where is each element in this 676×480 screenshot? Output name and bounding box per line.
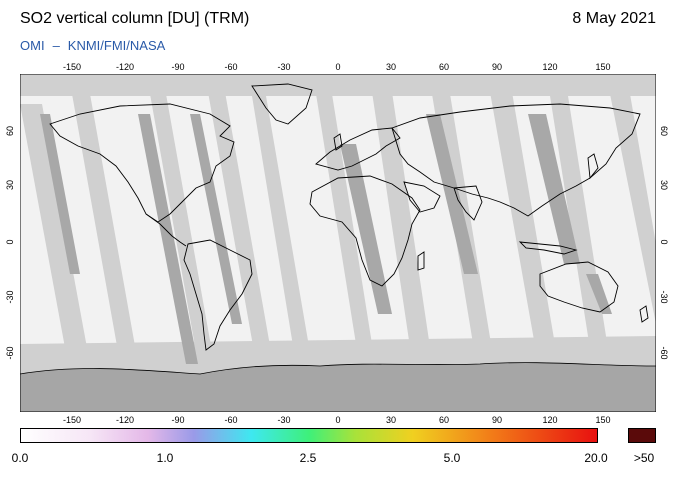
lon-tick-bottom: -60 (224, 415, 238, 425)
credit-line: OMI – KNMI/FMI/NASA (20, 38, 165, 53)
lon-tick-bottom: -150 (62, 415, 81, 425)
lon-tick-bottom: 0 (335, 415, 341, 425)
lat-tick-right: -60 (659, 346, 669, 360)
dark-swaths (40, 114, 612, 364)
lon-tick-top: -150 (62, 62, 81, 72)
new-zealand (639, 305, 649, 323)
north-america (49, 103, 235, 223)
lon-tick-top: 0 (335, 62, 341, 72)
colorbar-gradient (20, 428, 598, 443)
colorbar-overflow-swatch (628, 428, 656, 443)
lat-tick-right: -30 (659, 290, 669, 304)
credit-omi: OMI (20, 38, 45, 53)
lat-tick-right: 60 (659, 125, 669, 136)
lon-tick-top: 30 (385, 62, 396, 72)
africa (309, 175, 421, 287)
india (453, 185, 483, 221)
arabian-peninsula (403, 181, 441, 213)
japan (587, 153, 599, 180)
arctic-no-data (20, 74, 656, 96)
map-date: 8 May 2021 (572, 10, 656, 27)
lon-tick-bottom: 120 (542, 415, 558, 425)
colorbar-label: 1.0 (156, 451, 174, 465)
lon-tick-top: 150 (595, 62, 611, 72)
credit-separator: – (52, 38, 60, 53)
light-swaths (20, 92, 656, 374)
lat-tick-right: 0 (659, 239, 669, 245)
credit-agencies: KNMI/FMI/NASA (67, 38, 166, 53)
greenland (251, 83, 313, 125)
lon-tick-top: -60 (224, 62, 238, 72)
lon-tick-bottom: 30 (385, 415, 396, 425)
asia (391, 103, 641, 217)
so2-world-map (20, 74, 656, 412)
colorbar-label: 0.0 (11, 451, 29, 465)
colorbar-label: 5.0 (443, 451, 461, 465)
europe (315, 127, 401, 171)
lat-tick-left: 30 (5, 180, 15, 191)
lon-tick-bottom: 150 (595, 415, 611, 425)
lon-tick-bottom: 60 (438, 415, 449, 425)
lat-tick-left: -60 (5, 346, 15, 360)
lon-tick-top: -90 (171, 62, 185, 72)
lon-tick-top: -30 (277, 62, 291, 72)
lat-tick-left: 0 (5, 239, 15, 245)
lat-tick-right: 30 (659, 179, 669, 190)
colorbar-overflow-label: >50 (633, 451, 655, 465)
lat-tick-left: -30 (5, 290, 15, 304)
colorbar-label: 2.5 (299, 451, 317, 465)
lon-tick-top: 120 (542, 62, 558, 72)
lon-tick-top: 90 (491, 62, 502, 72)
continents (49, 83, 649, 351)
antarctica (20, 362, 656, 412)
indonesia (518, 241, 578, 255)
lon-tick-bottom: -120 (115, 415, 134, 425)
lat-tick-left: 60 (5, 126, 15, 137)
central-america (145, 213, 187, 247)
australia (539, 261, 619, 313)
lon-tick-bottom: -30 (277, 415, 291, 425)
lon-tick-bottom: -90 (171, 415, 185, 425)
british-isles (333, 133, 343, 151)
map-title: SO2 vertical column [DU] (TRM) (20, 10, 250, 27)
colorbar-label: 20.0 (584, 451, 608, 465)
lon-tick-top: 60 (438, 62, 449, 72)
madagascar (417, 251, 425, 271)
south-america (183, 239, 253, 351)
lon-tick-top: -120 (115, 62, 134, 72)
lon-tick-bottom: 90 (491, 415, 502, 425)
